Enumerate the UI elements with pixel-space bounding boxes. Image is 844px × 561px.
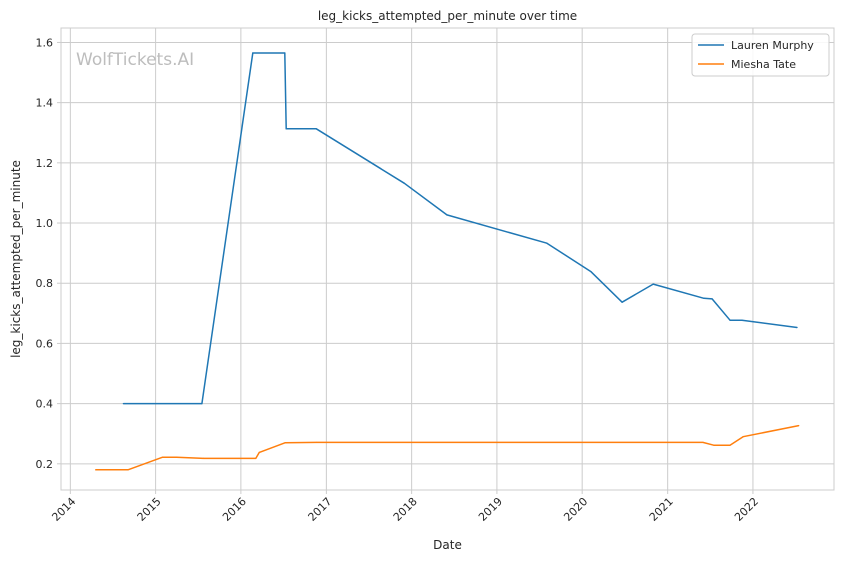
data-point-lauren-murphy	[729, 319, 731, 321]
y-tick-label: 1.6	[36, 36, 54, 49]
data-point-lauren-murphy	[315, 128, 317, 130]
data-point-miesha-tate	[798, 424, 800, 427]
data-point-miesha-tate	[258, 451, 260, 453]
data-point-lauren-murphy	[284, 52, 286, 54]
watermark-text: WolfTickets.AI	[76, 50, 194, 70]
data-point-lauren-murphy	[546, 242, 548, 244]
data-point-miesha-tate	[702, 441, 704, 444]
data-point-miesha-tate	[742, 436, 744, 438]
legend-entry-miesha-tate: Miesha Tate	[731, 58, 796, 71]
legend-entry-lauren-murphy: Lauren Murphy	[731, 39, 814, 52]
data-point-miesha-tate	[162, 456, 164, 458]
y-axis-label: leg_kicks_attempted_per_minute	[9, 160, 23, 358]
legend-box	[691, 33, 830, 77]
plot-area	[61, 28, 834, 490]
data-point-miesha-tate	[127, 469, 129, 471]
data-point-lauren-murphy	[703, 297, 705, 299]
data-point-miesha-tate	[202, 457, 205, 459]
data-point-lauren-murphy	[741, 319, 743, 321]
data-point-miesha-tate	[176, 456, 178, 458]
x-axis-label: Date	[433, 538, 462, 552]
plot-frame	[60, 27, 835, 491]
chart-title: leg_kicks_attempted_per_minute over time	[318, 9, 577, 23]
data-point-lauren-murphy	[621, 301, 623, 303]
data-point-miesha-tate	[713, 444, 715, 446]
data-point-lauren-murphy	[201, 403, 203, 405]
y-tick-label: 0.4	[36, 398, 54, 411]
data-point-miesha-tate	[729, 444, 731, 446]
data-point-miesha-tate	[94, 469, 97, 471]
data-point-miesha-tate	[255, 457, 257, 459]
data-point-lauren-murphy	[711, 298, 713, 300]
series-line-miesha-tate	[95, 424, 799, 471]
data-point-lauren-murphy	[652, 283, 654, 285]
y-tick-label: 1.0	[36, 217, 54, 230]
legend: Lauren Murphy Miesha Tate	[691, 33, 830, 77]
y-axis-ticks: 0.2 0.4 0.6 0.8 1.0 1.2 1.4 1.6	[36, 36, 61, 471]
data-point-lauren-murphy	[796, 326, 798, 329]
data-point-lauren-murphy	[403, 182, 405, 184]
data-point-lauren-murphy	[446, 214, 448, 216]
data-point-lauren-murphy	[252, 52, 254, 54]
y-tick-label: 1.4	[36, 97, 54, 110]
y-tick-label: 0.8	[36, 277, 54, 290]
data-point-lauren-murphy	[590, 271, 592, 273]
data-point-lauren-murphy	[122, 403, 124, 405]
y-tick-label: 0.6	[36, 337, 54, 350]
y-tick-label: 1.2	[36, 157, 54, 170]
data-point-miesha-tate	[284, 442, 286, 444]
data-point-miesha-tate	[315, 441, 317, 444]
grid	[61, 28, 834, 490]
y-tick-label: 0.2	[36, 458, 54, 471]
series-layer	[94, 52, 800, 471]
data-point-lauren-murphy	[285, 128, 287, 130]
